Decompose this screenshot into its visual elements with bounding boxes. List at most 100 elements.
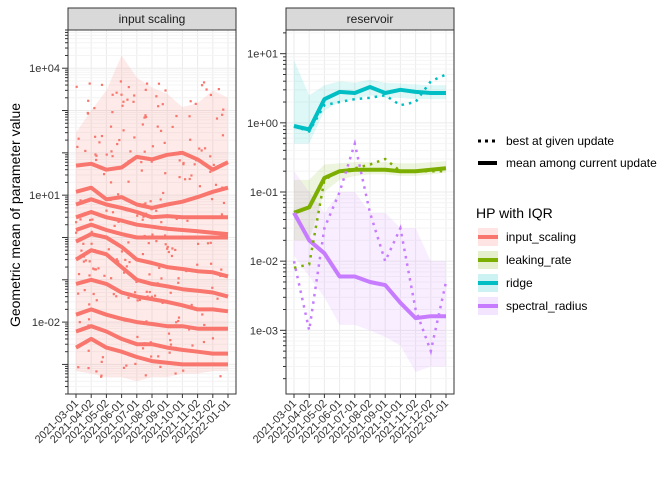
mean-line (75, 150, 229, 172)
best-dot (92, 267, 95, 270)
y-ticks-input-scaling: 1e-02 1e+01 1e+04 (29, 29, 68, 395)
best-dot (215, 117, 219, 120)
mean-line (75, 197, 228, 220)
best-dot (178, 159, 181, 162)
best-dot (170, 254, 174, 258)
best-dot (206, 242, 210, 245)
best-dot (113, 224, 116, 228)
legend-label-best: best at given update (506, 134, 614, 148)
strip-label-reservoir: reservoir (347, 12, 394, 26)
best-dot (193, 163, 196, 166)
best-dot (160, 221, 163, 224)
best-dot (179, 151, 182, 154)
best-dot (174, 346, 178, 350)
best-dot (88, 260, 91, 263)
best-dot (182, 161, 185, 165)
best-dot (128, 260, 131, 264)
best-dot (98, 141, 101, 144)
best-dot (175, 217, 178, 220)
best-dot (122, 271, 126, 274)
best-dot (100, 374, 103, 377)
best-dot (204, 363, 207, 367)
best-dot (219, 375, 222, 378)
best-dot (148, 273, 151, 276)
best-dot (122, 366, 126, 369)
best-dot (153, 294, 157, 297)
best-dot (75, 221, 78, 224)
best-dot (109, 125, 113, 128)
best-dot (193, 289, 196, 292)
best-dot (142, 343, 145, 346)
best-dot (211, 286, 214, 289)
best-dot (209, 170, 212, 173)
best-dot (210, 169, 213, 172)
best-dot (140, 169, 143, 172)
best-dot (78, 321, 81, 324)
mean-line (75, 210, 229, 237)
best-dot (92, 292, 95, 296)
best-dot (221, 113, 224, 116)
best-dot (88, 274, 91, 277)
best-dot (175, 114, 178, 118)
best-dot (111, 111, 114, 114)
best-dot (188, 177, 191, 181)
best-dot (115, 295, 118, 298)
best-dot (126, 98, 129, 101)
best-dot (127, 160, 130, 163)
best-dot (134, 362, 137, 366)
best-dot (188, 115, 191, 118)
best-dot (209, 241, 212, 244)
best-dot (163, 141, 166, 144)
best-dot (210, 262, 213, 265)
best-dot (156, 125, 159, 128)
mean-line (75, 277, 229, 314)
best-dot (88, 232, 92, 235)
mean-line-ridge (293, 85, 446, 132)
best-dot (95, 299, 98, 302)
best-dot (182, 369, 185, 372)
best-dot (178, 176, 181, 179)
best-dot (169, 291, 172, 294)
best-dot (202, 340, 206, 344)
best-dot (198, 147, 201, 150)
best-dot (187, 328, 191, 331)
y-tick-label: 1e+01 (247, 49, 278, 61)
best-dot (117, 220, 120, 223)
best-dot (122, 100, 125, 103)
best-dot (169, 343, 173, 346)
best-line-leaking_rate (293, 157, 446, 270)
best-dot (177, 316, 181, 319)
best-dot (217, 87, 220, 91)
best-dot (127, 241, 130, 244)
best-dot (125, 265, 128, 268)
best-dot (77, 366, 80, 369)
best-dot (109, 181, 113, 184)
best-dot (143, 342, 146, 345)
best-dot (100, 134, 104, 138)
mean-line-leaking_rate (293, 166, 447, 215)
best-dot (214, 183, 218, 186)
best-dot (133, 136, 136, 139)
best-dot (75, 231, 78, 234)
best-dot (94, 135, 97, 138)
best-dot (171, 125, 174, 129)
best-dot (177, 277, 180, 280)
best-dot (155, 240, 158, 243)
best-line-ridge (293, 73, 447, 134)
best-dot (144, 88, 147, 91)
best-dot (220, 309, 223, 313)
best-dot (191, 344, 194, 347)
best-dot (127, 85, 130, 89)
best-dot (150, 160, 153, 163)
best-dot (221, 186, 224, 189)
legend-title: HP with IQR (476, 205, 553, 221)
best-dot (124, 258, 127, 261)
best-dot (141, 252, 145, 256)
best-dot (155, 95, 158, 98)
best-dot (182, 163, 185, 166)
best-dot (118, 138, 121, 142)
best-dot (216, 297, 219, 300)
best-dot (220, 213, 224, 216)
legend-label-ridge: ridge (506, 276, 533, 290)
